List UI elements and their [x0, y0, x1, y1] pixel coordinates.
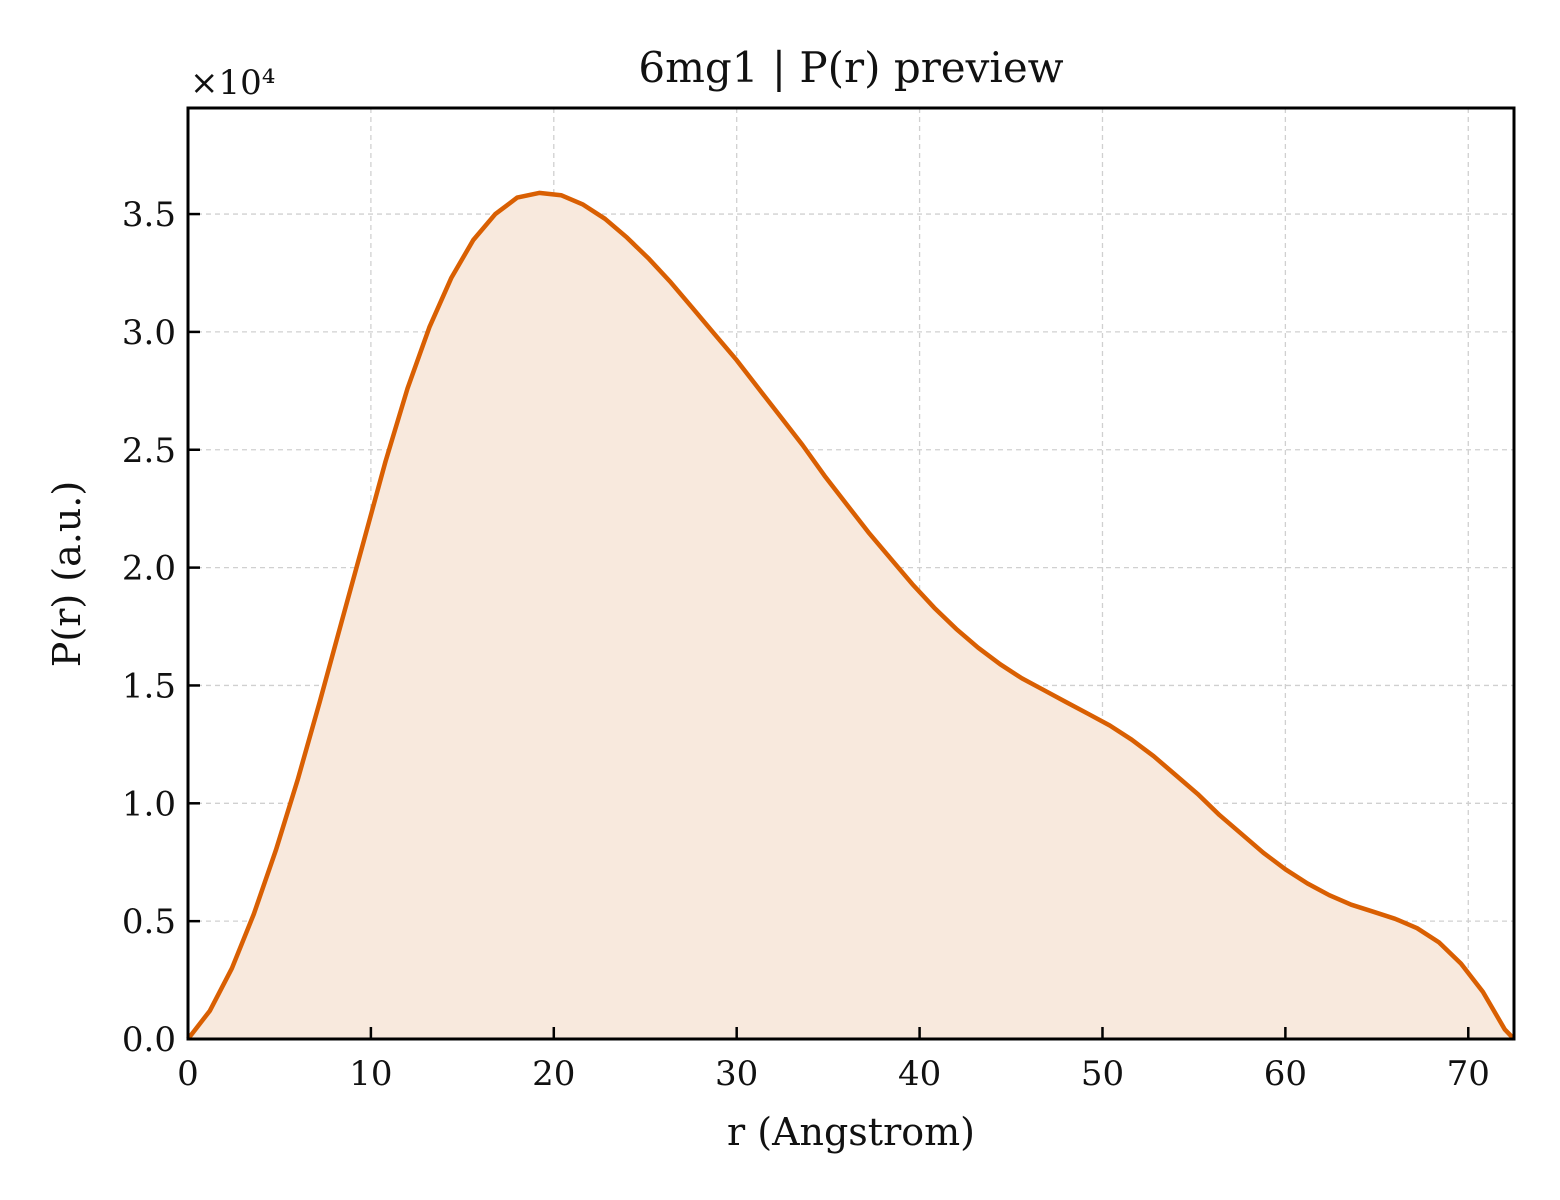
- x-tick-label: 10: [349, 1054, 392, 1094]
- y-tick-label: 1.5: [122, 666, 176, 706]
- pr-curve-line: [186, 190, 1516, 1041]
- y-tick-label: 2.0: [122, 549, 176, 589]
- y-axis-label: P(r) (a.u.): [45, 481, 89, 667]
- y-tick-label: 3.5: [122, 195, 176, 235]
- x-tick-label: 50: [1081, 1054, 1124, 1094]
- y-tick-label: 3.0: [122, 313, 176, 353]
- y-tick-label: 0.0: [122, 1020, 176, 1060]
- x-axis-label: r (Angstrom): [727, 1110, 975, 1154]
- y-tick-label: 0.5: [122, 902, 176, 942]
- x-tick-label: 0: [177, 1054, 199, 1094]
- x-tick-label: 60: [1264, 1054, 1307, 1094]
- pr-area-fill: [188, 192, 1514, 1039]
- plot-frame: [186, 106, 1516, 1041]
- x-tick-label: 20: [532, 1054, 575, 1094]
- y-multiplier-label: ×10⁴: [190, 63, 275, 103]
- y-tick-label: 1.0: [122, 784, 176, 824]
- chart-title: 6mg1 | P(r) preview: [638, 43, 1063, 92]
- tick-layer: 0 10 20 30 40 50 60 70 0.0 0.5 1.0 1.5 2.0 2.5 3.0 3.5: [122, 195, 1490, 1094]
- x-tick-label: 40: [898, 1054, 941, 1094]
- y-tick-label: 2.5: [122, 431, 176, 471]
- x-tick-label: 30: [715, 1054, 758, 1094]
- x-tick-label: 70: [1447, 1054, 1490, 1094]
